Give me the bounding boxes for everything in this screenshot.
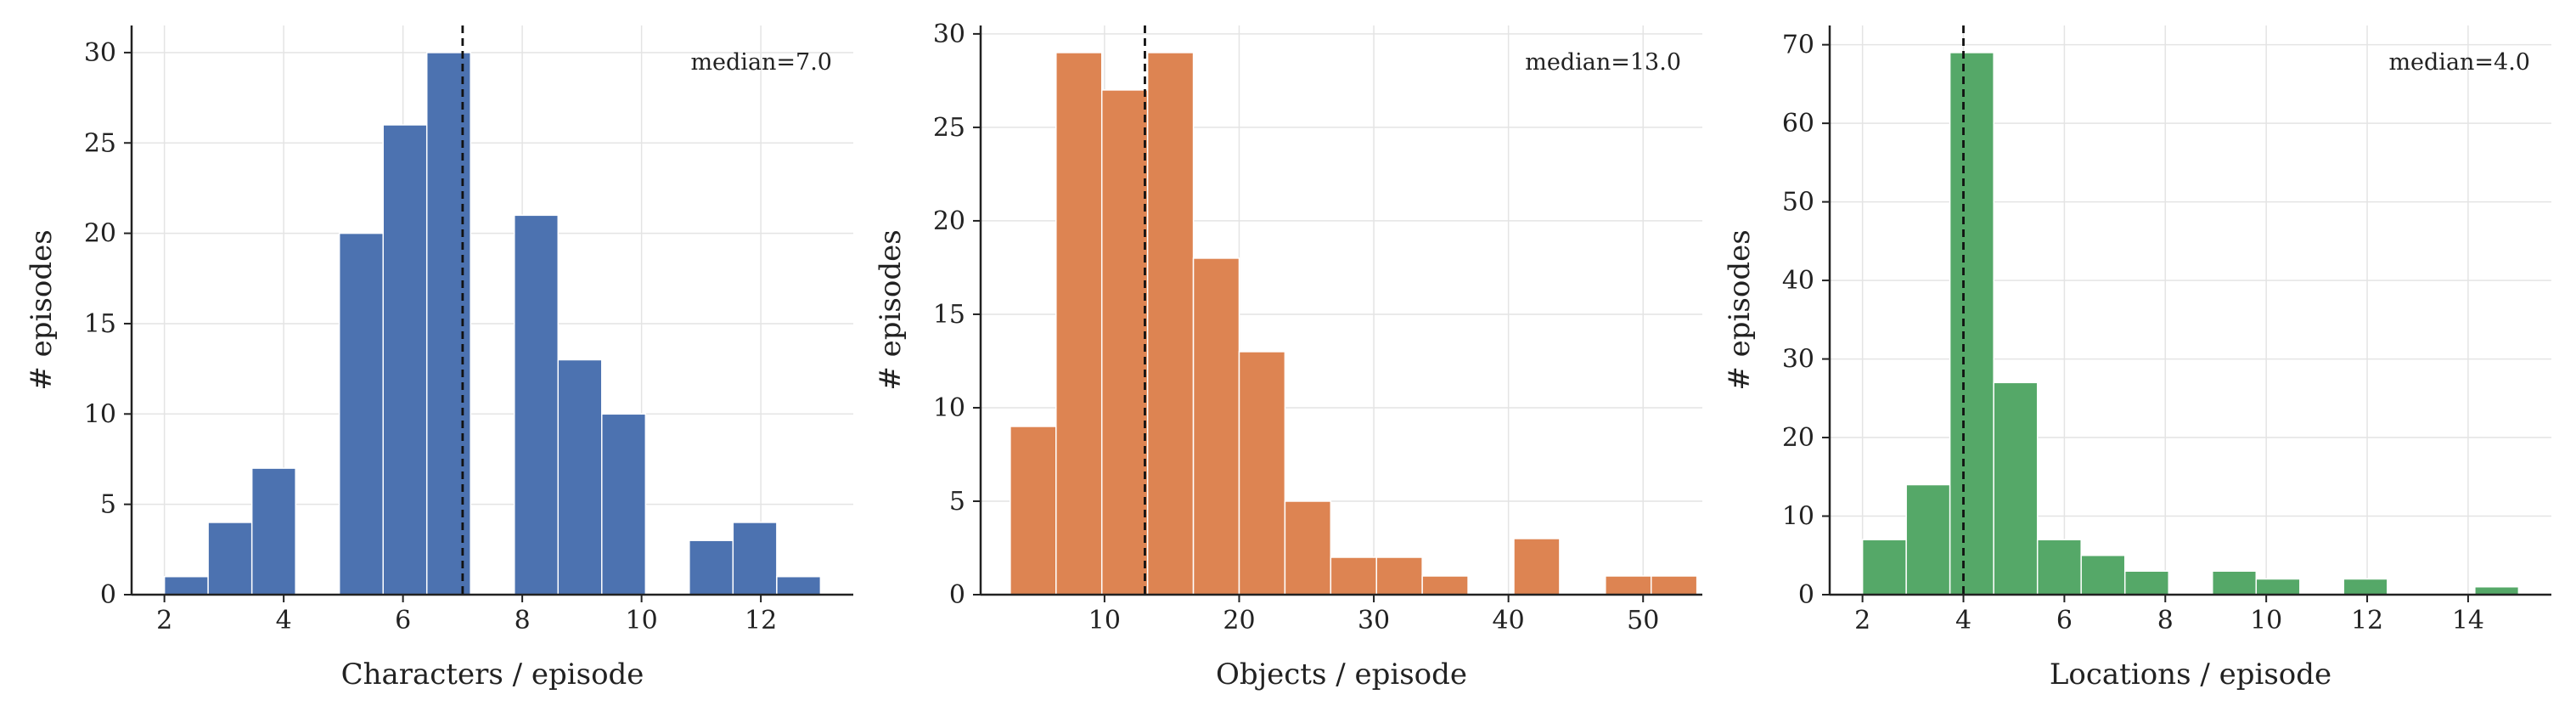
histogram-bar	[1421, 575, 1469, 596]
y-tick-label: 0	[100, 580, 116, 610]
median-annotation: median=7.0	[690, 49, 832, 76]
histogram-bar	[732, 522, 778, 596]
y-tick-label: 25	[84, 128, 116, 158]
x-tick-label: 4	[276, 606, 292, 635]
y-tick-label: 30	[1782, 345, 1814, 375]
histogram-bar	[250, 467, 296, 596]
y-tick-label: 50	[1782, 188, 1814, 217]
y-tick-label: 25	[933, 113, 965, 143]
y-tick-label: 5	[100, 490, 116, 520]
y-tick-label: 15	[84, 309, 116, 339]
histogram-bar	[425, 52, 471, 596]
y-tick-label: 10	[84, 399, 116, 429]
x-tick-label: 10	[626, 606, 658, 635]
histogram-bar	[1905, 483, 1951, 596]
x-tick-label: 4	[1955, 606, 1971, 635]
histogram-bar	[207, 522, 253, 596]
histogram-bar	[2036, 539, 2082, 596]
x-tick-label: 2	[156, 606, 172, 635]
y-tick-label: 40	[1782, 266, 1814, 296]
y-tick-label: 0	[1798, 580, 1814, 610]
y-tick-label: 20	[933, 206, 965, 236]
y-tick-label: 20	[84, 219, 116, 249]
y-tick-label: 60	[1782, 109, 1814, 138]
objects-histogram-panel: 10 20 30 40 50 0 5 10 15 20 25 30 Objects / episode #…	[874, 20, 1702, 692]
histogram-bar	[1192, 257, 1240, 596]
x-tick-label: 8	[2157, 606, 2174, 635]
y-tick-label: 20	[1782, 423, 1814, 453]
histogram-bar	[2080, 555, 2126, 596]
histogram-bar	[1238, 351, 1286, 596]
histogram-bar	[1993, 381, 2039, 596]
y-tick-label: 10	[933, 393, 965, 423]
histogram-bar	[382, 124, 428, 596]
histogram-bar	[163, 575, 209, 596]
histogram-bar	[1513, 538, 1561, 596]
histogram-bar	[1949, 52, 1994, 596]
histogram-bar	[2474, 586, 2520, 596]
locations-y-axis-label: # episodes	[1723, 229, 1757, 390]
y-tick-label: 30	[84, 38, 116, 68]
x-tick-label: 14	[2452, 606, 2484, 635]
histogram-bar	[1375, 556, 1423, 596]
x-tick-label: 6	[395, 606, 411, 635]
histogram-bar	[601, 413, 647, 596]
histogram-bar	[514, 214, 560, 596]
histogram-bar	[1055, 52, 1103, 596]
histogram-bar	[1861, 539, 1907, 596]
histogram-bar	[1146, 52, 1195, 596]
x-tick-label: 40	[1493, 606, 1525, 635]
histogram-bar	[1330, 556, 1377, 596]
x-tick-label: 20	[1223, 606, 1255, 635]
objects-y-axis-label: # episodes	[874, 229, 908, 390]
y-tick-label: 0	[949, 580, 965, 610]
histogram-bar	[2255, 578, 2301, 596]
median-annotation: median=4.0	[2388, 49, 2530, 76]
histogram-bar	[557, 358, 603, 596]
histogram-bar	[2211, 570, 2258, 596]
y-tick-label: 5	[949, 487, 965, 517]
x-tick-label: 10	[1088, 606, 1121, 635]
histogram-bar	[2123, 570, 2170, 596]
locations-histogram-panel: 2 4 6 8 10 12 14 0 10 20 30 40 50 60 70 Locations / epi…	[1723, 25, 2551, 692]
histogram-bar	[1284, 500, 1332, 596]
x-tick-label: 8	[515, 606, 531, 635]
characters-histogram-panel: 2 4 6 8 10 12 0 5 10 15 20 25 30 Characters / episode…	[25, 25, 853, 692]
y-tick-label: 70	[1782, 31, 1814, 60]
x-tick-label: 6	[2056, 606, 2073, 635]
histogram-bar	[1605, 575, 1652, 596]
histogram-bar	[689, 539, 734, 596]
y-tick-label: 30	[933, 20, 965, 49]
x-tick-label: 30	[1358, 606, 1390, 635]
characters-y-axis-label: # episodes	[25, 229, 59, 390]
histogram-bar	[2343, 578, 2388, 596]
x-tick-label: 12	[745, 606, 777, 635]
histogram-bar	[1650, 575, 1698, 596]
median-annotation: median=13.0	[1525, 49, 1681, 76]
histogram-bar	[1100, 89, 1149, 596]
locations-x-axis-label: Locations / episode	[2050, 658, 2331, 692]
histogram-bar	[1010, 426, 1057, 596]
objects-x-axis-label: Objects / episode	[1216, 658, 1467, 692]
x-tick-label: 12	[2351, 606, 2383, 635]
histogram-bar	[338, 232, 384, 596]
x-tick-label: 10	[2250, 606, 2282, 635]
histogram-bar	[776, 575, 822, 596]
x-tick-label: 50	[1627, 606, 1659, 635]
y-tick-label: 15	[933, 300, 965, 330]
y-tick-label: 10	[1782, 502, 1814, 532]
characters-x-axis-label: Characters / episode	[341, 658, 644, 692]
x-tick-label: 2	[1854, 606, 1870, 635]
